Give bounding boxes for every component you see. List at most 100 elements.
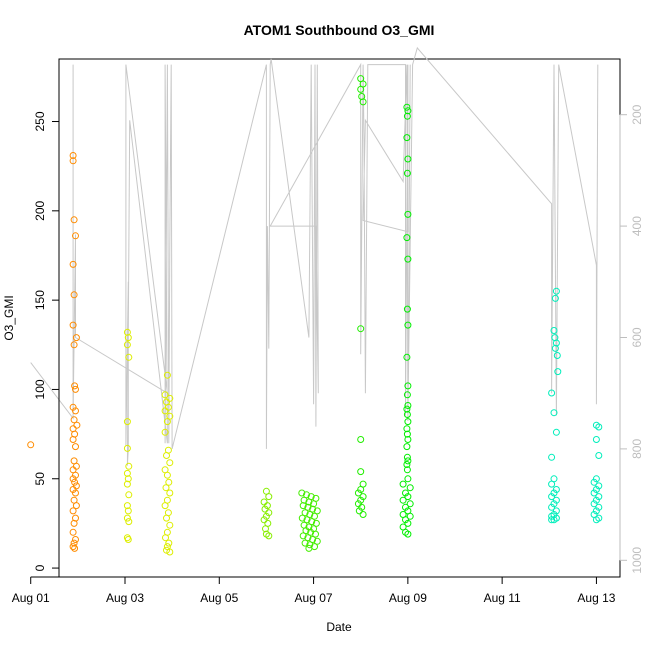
data-point	[309, 505, 317, 513]
data-point	[357, 325, 365, 333]
data-point	[298, 489, 306, 497]
data-point	[72, 482, 80, 490]
data-point	[123, 418, 131, 426]
data-point	[124, 475, 132, 483]
data-point	[308, 518, 316, 526]
data-point	[404, 155, 412, 163]
data-point	[304, 534, 312, 542]
data-point	[403, 425, 411, 433]
data-point	[358, 503, 366, 511]
data-point	[123, 514, 131, 522]
data-point	[550, 409, 558, 417]
data-point	[70, 291, 78, 299]
altitude-trace-layer	[30, 46, 599, 466]
data-point	[163, 371, 171, 379]
data-point	[161, 391, 169, 399]
x-tick-label: Aug 09	[389, 591, 427, 605]
right-tick-label: 1000	[630, 547, 644, 574]
data-point	[357, 85, 365, 93]
data-point	[359, 98, 367, 106]
data-point	[595, 503, 603, 511]
y-tick-label: 250	[33, 111, 47, 131]
data-point	[125, 518, 133, 526]
x-tick-label: Aug 11	[484, 591, 521, 605]
data-point	[404, 321, 412, 329]
data-point	[402, 516, 409, 524]
data-point	[163, 471, 171, 479]
data-point	[404, 457, 412, 465]
data-point	[548, 453, 556, 461]
data-point	[357, 436, 365, 443]
data-point	[404, 255, 412, 263]
data-point	[123, 341, 131, 349]
data-point	[548, 493, 556, 501]
data-point	[548, 480, 556, 488]
right-tick-label: 600	[630, 327, 644, 347]
data-point	[162, 534, 169, 542]
data-point	[404, 436, 412, 443]
data-point	[403, 430, 411, 438]
data-point	[403, 443, 411, 451]
data-point	[165, 478, 173, 486]
x-tick-label: Aug 13	[577, 591, 615, 605]
y-tick-label: 100	[33, 379, 47, 399]
data-point	[299, 502, 307, 510]
data-point	[305, 544, 313, 552]
data-point	[163, 418, 171, 426]
data-point	[124, 507, 132, 515]
data-point	[550, 327, 558, 334]
data-point	[403, 169, 411, 177]
y-axis-label: O3_GMI	[2, 295, 16, 340]
data-point	[307, 528, 315, 536]
data-point	[551, 344, 559, 352]
data-point	[595, 452, 603, 459]
data-point	[123, 444, 131, 452]
data-point	[311, 512, 318, 520]
x-axis-label: Date	[326, 620, 352, 634]
x-tick-label: Aug 01	[12, 591, 50, 605]
data-point	[548, 512, 556, 520]
data-point	[301, 539, 309, 547]
data-point	[71, 544, 79, 552]
data-point	[404, 530, 412, 538]
data-point	[124, 334, 132, 342]
data-point	[72, 443, 79, 451]
data-point	[161, 502, 169, 510]
data-point	[592, 496, 600, 504]
data-point	[123, 328, 131, 336]
data-point	[357, 486, 365, 493]
data-point	[404, 210, 412, 218]
data-point	[548, 516, 556, 524]
data-point	[70, 216, 78, 224]
data-point	[548, 503, 556, 511]
data-point	[262, 525, 269, 533]
data-point	[550, 516, 558, 524]
data-point	[595, 423, 603, 431]
data-point	[403, 353, 411, 361]
x-tick-label: Aug 07	[295, 591, 333, 605]
data-point	[303, 516, 311, 524]
data-point	[403, 134, 411, 142]
data-point	[70, 416, 78, 424]
data-point	[125, 462, 133, 470]
data-point	[265, 493, 273, 501]
data-point	[69, 436, 77, 443]
data-point	[125, 353, 133, 361]
x-tick-label: Aug 03	[106, 591, 144, 605]
data-point	[72, 334, 80, 342]
data-point	[552, 507, 560, 515]
data-point	[306, 541, 314, 549]
data-point	[260, 498, 268, 506]
data-point	[163, 546, 170, 554]
data-point	[265, 509, 273, 517]
data-point	[263, 502, 271, 510]
data-point	[71, 382, 79, 390]
data-point	[590, 489, 598, 497]
data-point	[554, 368, 562, 376]
data-point	[552, 287, 560, 295]
data-point	[166, 521, 174, 529]
data-point	[73, 421, 81, 429]
right-tick-label: 200	[630, 104, 644, 124]
y-tick-label: 0	[33, 564, 47, 571]
data-point	[402, 503, 409, 511]
